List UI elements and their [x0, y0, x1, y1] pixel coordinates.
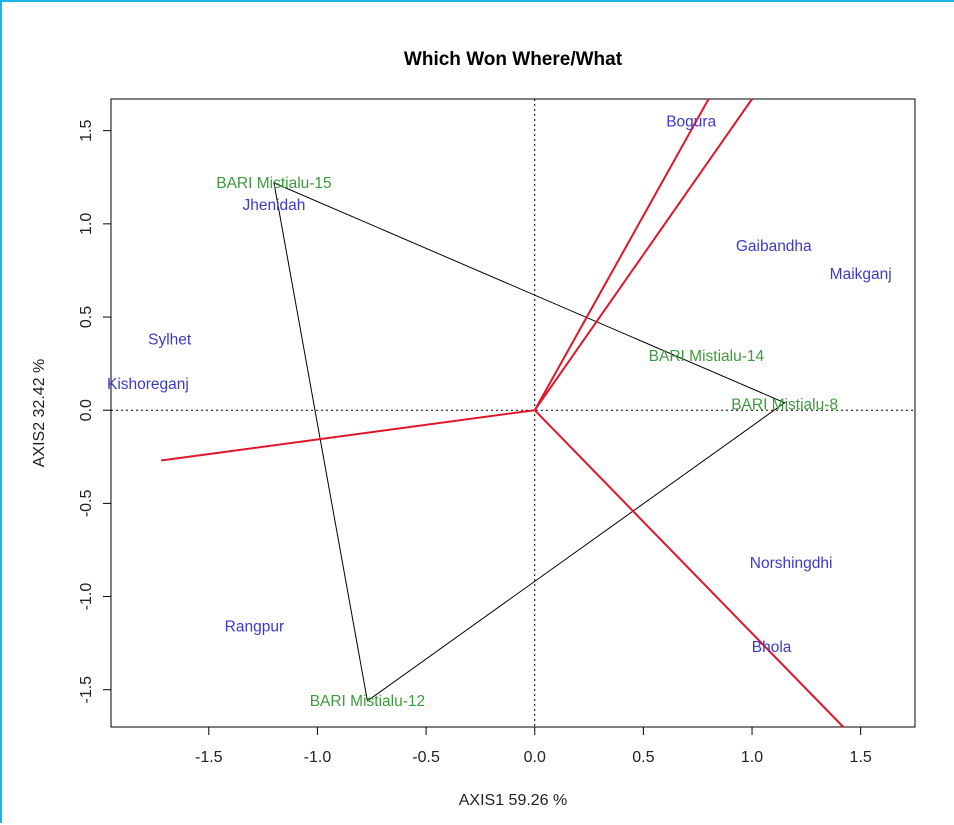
x-tick-label: -0.5 [412, 749, 440, 766]
y-tick-label: -1.5 [78, 676, 95, 704]
x-axis: -1.5 -1.0 -0.5 0.0 0.5 1.0 1.5 [195, 727, 872, 766]
genotype-label: BARI Mistialu-8 [731, 397, 838, 414]
genotype-labels: BARI Mistialu-15 BARI Mistialu-14 BARI Mis… [216, 175, 838, 710]
x-tick-label: 1.0 [741, 749, 763, 766]
y-tick-label: 0.5 [78, 306, 95, 328]
sector-ray-3 [160, 409, 535, 462]
x-tick-label: 0.0 [524, 749, 546, 766]
plot-area-border [110, 98, 916, 728]
environment-label: Maikganj [830, 266, 892, 283]
x-tick-label: 1.5 [850, 749, 872, 766]
y-axis-label: AXIS2 32.42 % [31, 359, 48, 468]
reference-lines [111, 99, 915, 727]
y-axis: -1.5 -1.0 -0.5 0.0 0.5 1.0 1.5 [78, 119, 111, 704]
y-tick-label: 1.5 [78, 119, 95, 141]
sector-rays [160, 98, 845, 728]
sector-ray-4 [534, 409, 845, 728]
y-tick-label: 0.0 [78, 399, 95, 421]
environment-label: Bhola [752, 639, 792, 656]
genotype-label: BARI Mistialu-12 [310, 693, 425, 710]
sector-ray-2 [533, 98, 753, 411]
chart-title: Which Won Where/What [404, 49, 623, 70]
x-axis-label: AXIS1 59.26 % [459, 792, 568, 809]
y-tick-label: -1.0 [78, 583, 95, 611]
environment-label: Rangpur [225, 618, 284, 635]
y-tick-label: -0.5 [78, 489, 95, 517]
environment-label: Jhenidah [243, 197, 306, 214]
x-tick-label: -1.5 [195, 749, 223, 766]
x-tick-label: 0.5 [632, 749, 654, 766]
y-tick-label: 1.0 [78, 213, 95, 235]
environment-labels: Bogura Gaibandha Maikganj Jhenidah Sylhet Kis… [107, 113, 892, 656]
environment-label: Sylhet [148, 331, 192, 348]
genotype-label: BARI Mistialu-15 [216, 175, 331, 192]
environment-label: Bogura [666, 113, 716, 130]
environment-label: Gaibandha [736, 238, 812, 255]
sector-ray-1 [533, 98, 710, 411]
x-tick-label: -1.0 [304, 749, 332, 766]
genotype-label: BARI Mistialu-14 [649, 348, 765, 365]
polygon-hull [273, 182, 786, 702]
environment-label: Norshingdhi [750, 555, 833, 572]
convex-hull-polygon [273, 182, 786, 702]
environment-label: Kishoreganj [107, 376, 189, 393]
